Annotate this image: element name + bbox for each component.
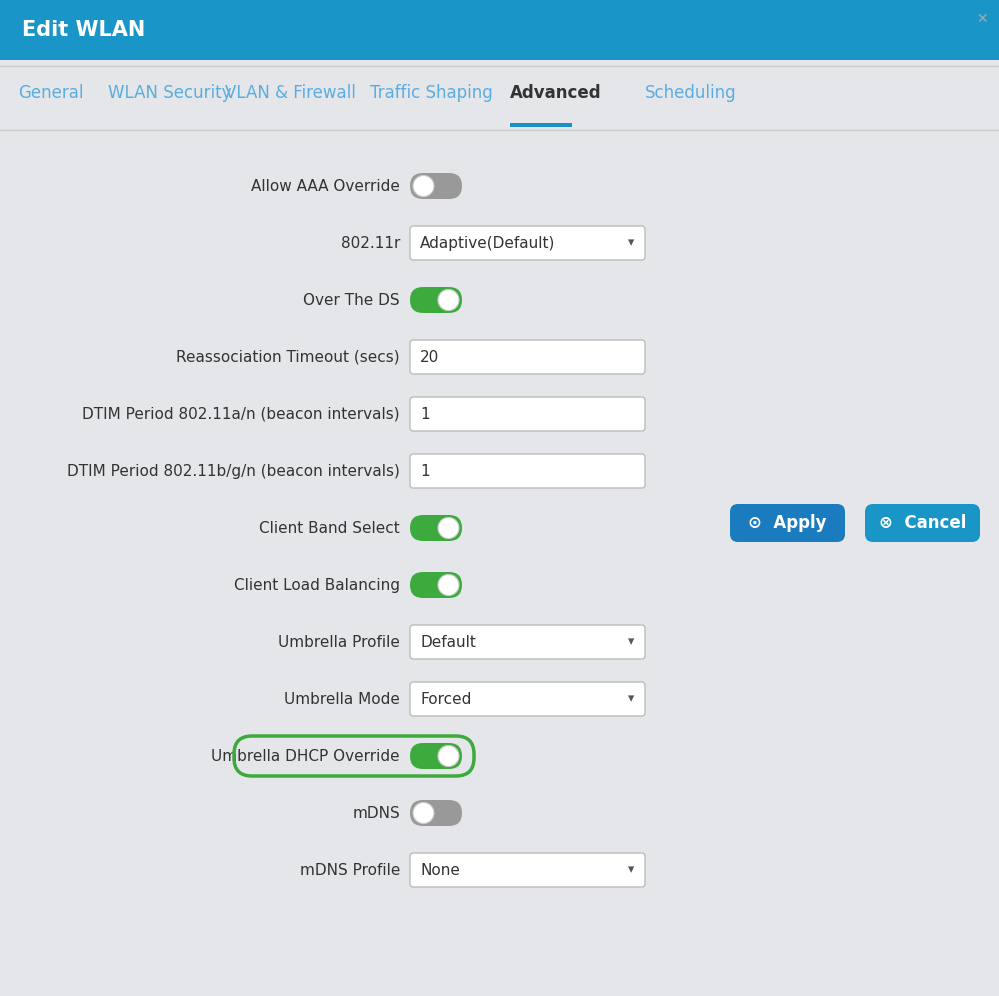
- Text: Advanced: Advanced: [510, 84, 601, 102]
- Text: VLAN & Firewall: VLAN & Firewall: [225, 84, 356, 102]
- Circle shape: [413, 175, 434, 196]
- Text: 802.11r: 802.11r: [341, 235, 400, 251]
- Text: 20: 20: [420, 350, 440, 365]
- Text: Client Band Select: Client Band Select: [260, 521, 400, 536]
- FancyBboxPatch shape: [865, 504, 980, 542]
- Text: General: General: [18, 84, 84, 102]
- FancyBboxPatch shape: [410, 625, 645, 659]
- Text: ⊗  Cancel: ⊗ Cancel: [879, 514, 966, 532]
- Text: Scheduling: Scheduling: [645, 84, 736, 102]
- Text: mDNS Profile: mDNS Profile: [300, 863, 400, 877]
- FancyBboxPatch shape: [410, 340, 645, 374]
- Text: Umbrella Mode: Umbrella Mode: [284, 691, 400, 706]
- Text: 1: 1: [420, 406, 430, 421]
- Circle shape: [438, 518, 459, 539]
- Text: DTIM Period 802.11b/g/n (beacon intervals): DTIM Period 802.11b/g/n (beacon interval…: [67, 463, 400, 478]
- Circle shape: [438, 575, 459, 596]
- Text: ▾: ▾: [628, 635, 634, 648]
- Text: Client Load Balancing: Client Load Balancing: [234, 578, 400, 593]
- FancyBboxPatch shape: [410, 515, 462, 541]
- Circle shape: [438, 745, 459, 767]
- Text: Default: Default: [420, 634, 476, 649]
- Text: None: None: [420, 863, 460, 877]
- Text: mDNS: mDNS: [353, 806, 400, 821]
- FancyBboxPatch shape: [410, 454, 645, 488]
- Text: Traffic Shaping: Traffic Shaping: [370, 84, 493, 102]
- Circle shape: [413, 803, 434, 824]
- FancyBboxPatch shape: [410, 682, 645, 716]
- FancyBboxPatch shape: [410, 397, 645, 431]
- FancyBboxPatch shape: [410, 853, 645, 887]
- Text: ▾: ▾: [628, 692, 634, 705]
- FancyBboxPatch shape: [410, 226, 645, 260]
- Text: Edit WLAN: Edit WLAN: [22, 20, 145, 40]
- Text: Forced: Forced: [420, 691, 472, 706]
- Text: Allow AAA Override: Allow AAA Override: [251, 178, 400, 193]
- Text: Adaptive(Default): Adaptive(Default): [420, 235, 555, 251]
- Text: Umbrella DHCP Override: Umbrella DHCP Override: [212, 749, 400, 764]
- Text: ▾: ▾: [628, 864, 634, 876]
- Text: 1: 1: [420, 463, 430, 478]
- FancyBboxPatch shape: [410, 572, 462, 598]
- Bar: [510, 123, 572, 127]
- Text: Reassociation Timeout (secs): Reassociation Timeout (secs): [177, 350, 400, 365]
- Text: ⊙  Apply: ⊙ Apply: [748, 514, 827, 532]
- Text: ✕: ✕: [976, 12, 988, 26]
- Text: DTIM Period 802.11a/n (beacon intervals): DTIM Period 802.11a/n (beacon intervals): [82, 406, 400, 421]
- FancyBboxPatch shape: [410, 800, 462, 826]
- FancyBboxPatch shape: [730, 504, 845, 542]
- FancyBboxPatch shape: [410, 173, 462, 199]
- FancyBboxPatch shape: [410, 287, 462, 313]
- Text: Over The DS: Over The DS: [304, 293, 400, 308]
- Bar: [0, 60, 999, 130]
- Text: WLAN Security: WLAN Security: [108, 84, 232, 102]
- Text: ▾: ▾: [628, 236, 634, 250]
- Text: Umbrella Profile: Umbrella Profile: [278, 634, 400, 649]
- Circle shape: [438, 290, 459, 311]
- FancyBboxPatch shape: [410, 743, 462, 769]
- Bar: [0, 0, 999, 60]
